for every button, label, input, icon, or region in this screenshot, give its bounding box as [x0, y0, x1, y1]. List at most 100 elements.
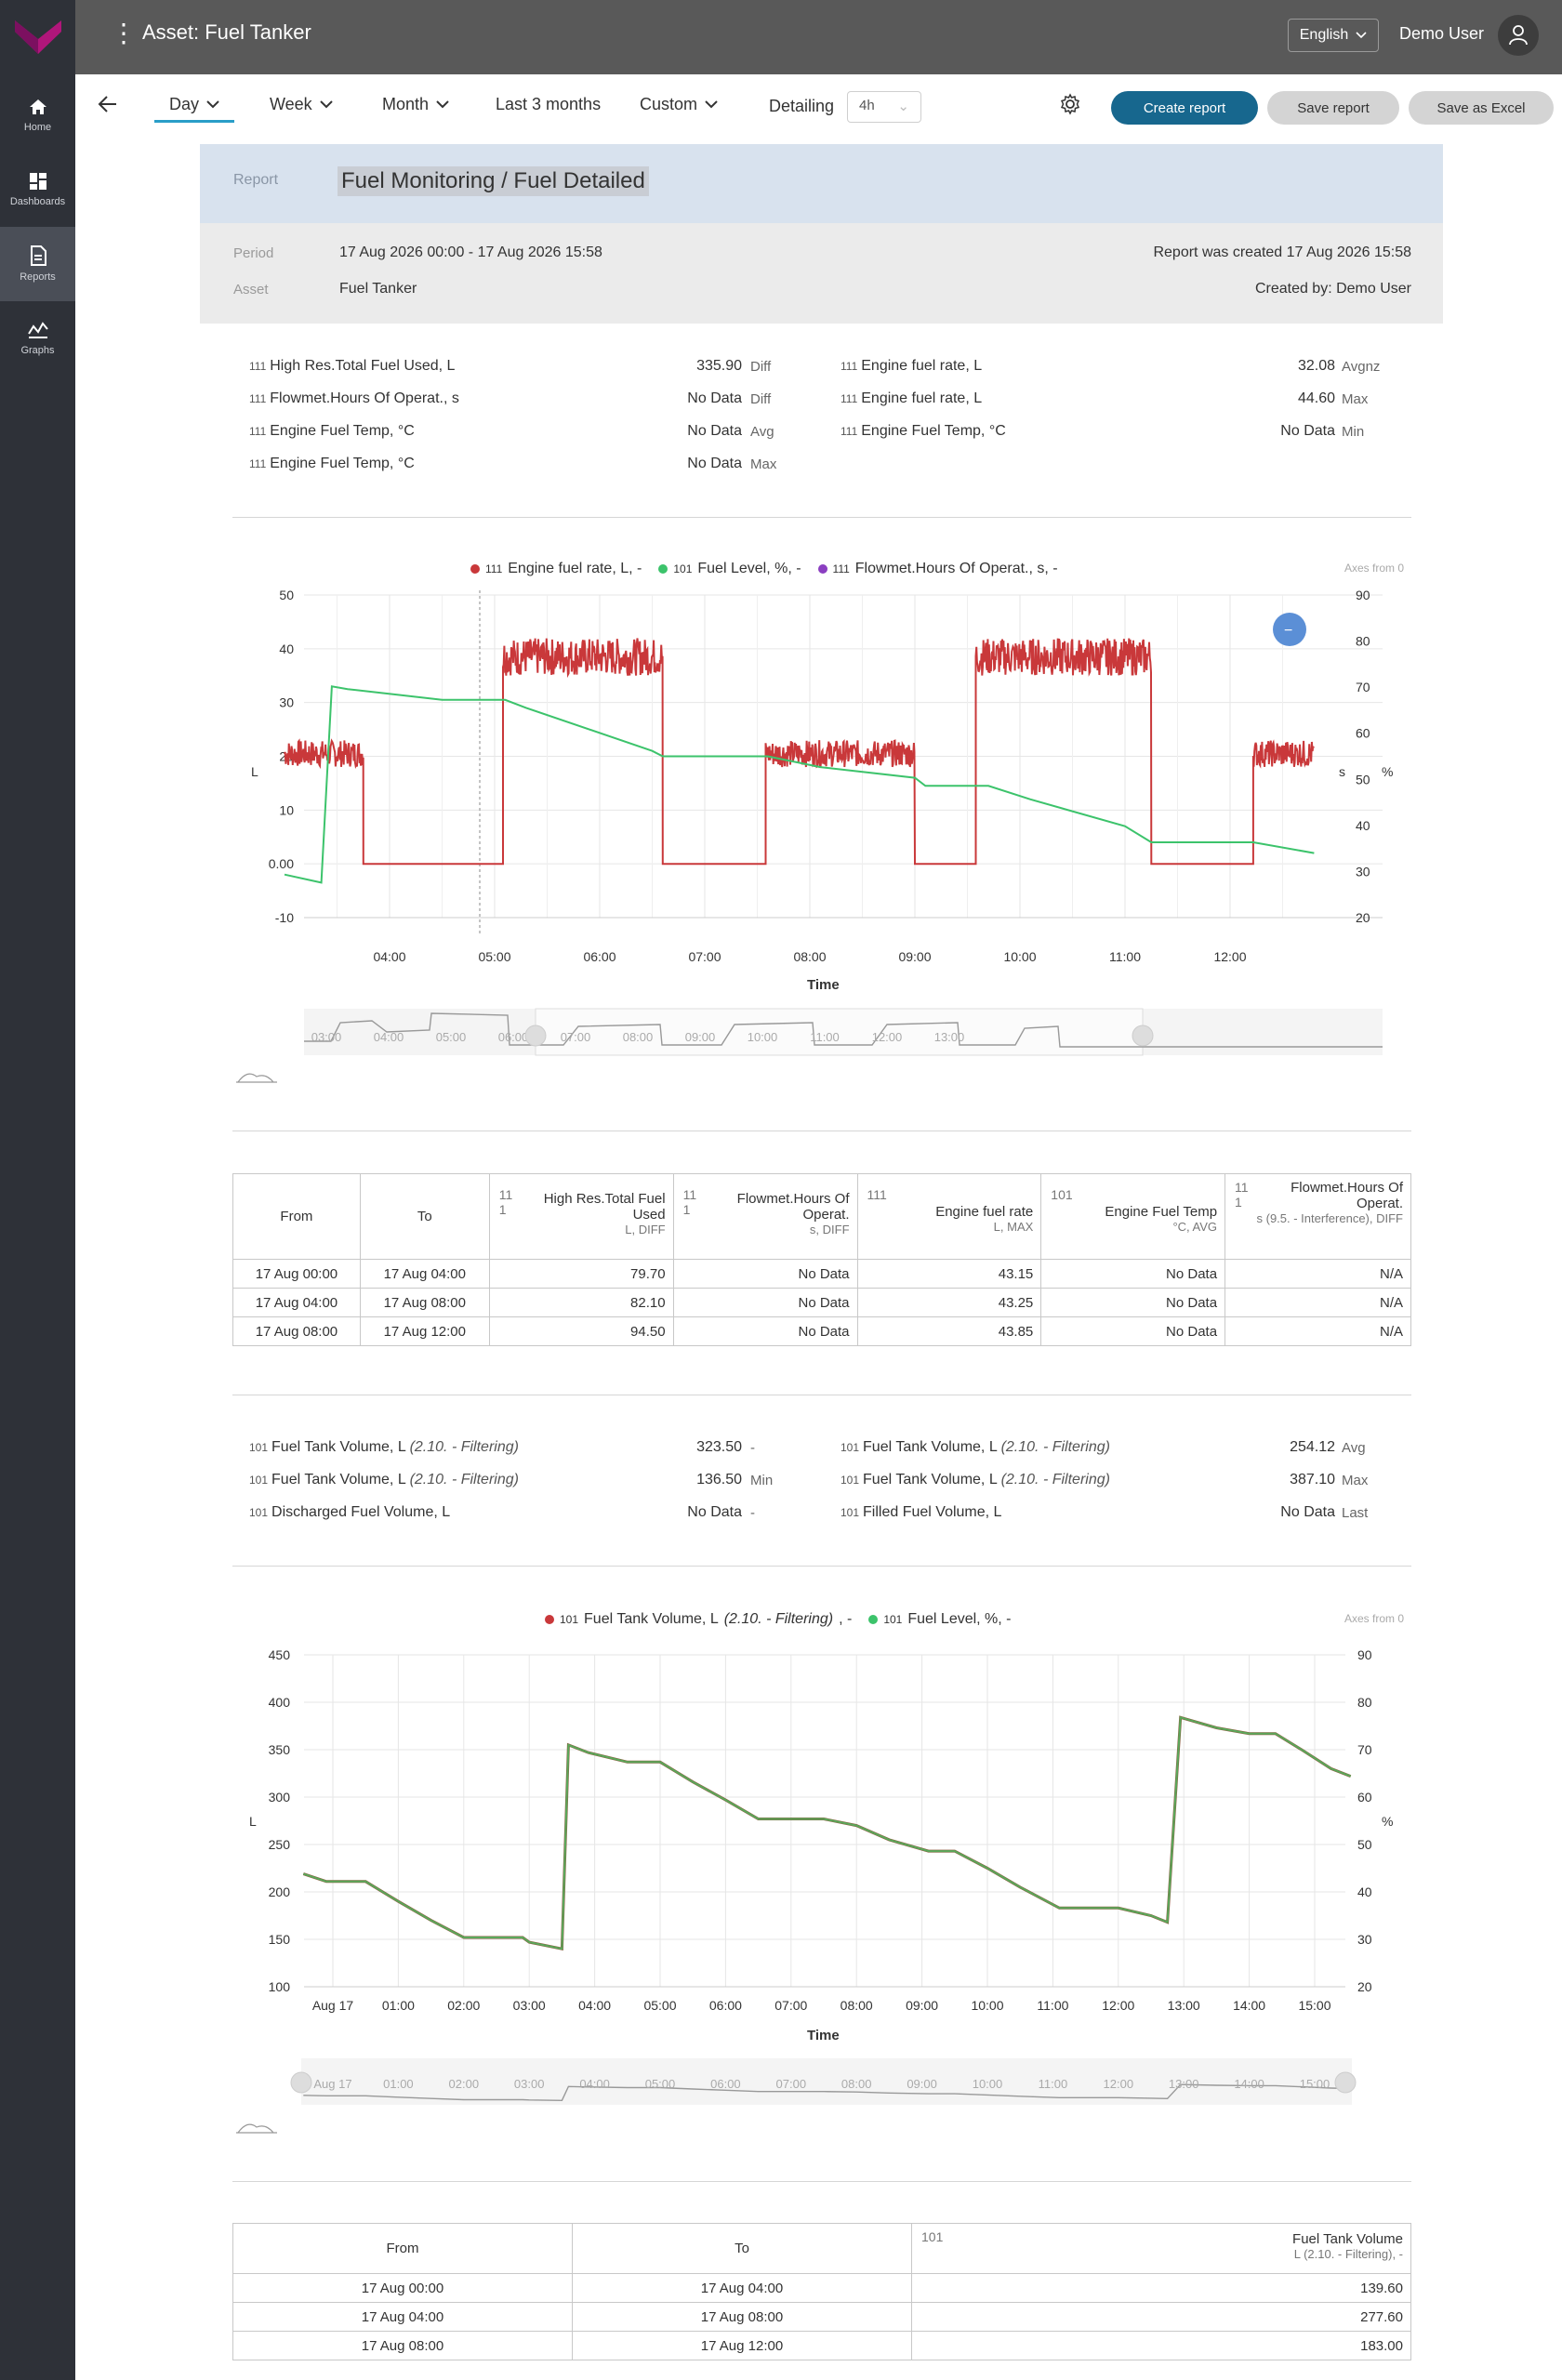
tab-week[interactable]: Week: [270, 95, 333, 114]
table-cell: N/A: [1224, 1259, 1411, 1289]
table-header[interactable]: 11 1 Flowmet.Hours Of Operat. s, DIFF: [672, 1173, 858, 1260]
sidebar-item-reports[interactable]: Reports: [0, 227, 75, 301]
table-header[interactable]: 101 Engine Fuel Temp °C, AVG: [1040, 1173, 1226, 1260]
x-tick-label: 09:00: [906, 1998, 938, 2013]
y-tick-label: -10: [275, 910, 294, 925]
x-tick-label: 07:00: [774, 1998, 807, 2013]
navigator-tick-label: 04:00: [374, 1030, 404, 1044]
x-tick-label: 07:00: [688, 949, 721, 964]
stat-name: Fuel Tank Volume, L: [863, 1439, 998, 1455]
y2-tick-label: 90: [1357, 1647, 1372, 1662]
stat-value: No Data: [1280, 423, 1335, 439]
language-selector[interactable]: English: [1288, 19, 1379, 52]
stat-value: 136.50: [696, 1472, 742, 1488]
table-header[interactable]: From: [232, 2223, 573, 2274]
x-axis-label: Time: [807, 2028, 840, 2043]
navigator-tick-label: 14:00: [1234, 2077, 1264, 2091]
navigator-left-handle[interactable]: [290, 2071, 312, 2094]
y-tick-label: 150: [269, 1932, 291, 1947]
x-tick-label: 15:00: [1298, 1998, 1330, 2013]
navigator-tick-label: 01:00: [383, 2077, 414, 2091]
navigator-right-handle[interactable]: [1334, 2071, 1357, 2094]
tab-label: Month: [382, 95, 430, 113]
legend-item[interactable]: 101 Fuel Tank Volume, L (2.10. - Filtering…: [545, 1611, 852, 1628]
logo[interactable]: [0, 0, 75, 74]
table-header[interactable]: From: [232, 1173, 361, 1260]
sidebar-item-home[interactable]: Home: [0, 78, 75, 152]
asset-value: Fuel Tanker: [339, 281, 417, 297]
stat-name: Engine Fuel Temp, °C: [270, 456, 415, 471]
table-header[interactable]: 11 1 High Res.Total Fuel Used L, DIFF: [488, 1173, 674, 1260]
stat-value: No Data: [1280, 1504, 1335, 1520]
legend-item[interactable]: 111 Engine fuel rate, L, -: [470, 561, 642, 577]
navigator-window[interactable]: [535, 1008, 1144, 1056]
navigator-right-handle[interactable]: [1132, 1025, 1154, 1047]
legend-dot: [470, 564, 480, 574]
back-arrow-icon[interactable]: [98, 95, 118, 113]
tab-last-3-months[interactable]: Last 3 months: [496, 95, 601, 114]
x-tick-label: 11:00: [1037, 1998, 1068, 2013]
legend-item[interactable]: 111 Flowmet.Hours Of Operat., s, -: [817, 561, 1058, 577]
stat-note: (2.10. - Filtering): [409, 1472, 519, 1488]
created-by: Created by: Demo User: [1254, 281, 1411, 297]
navigator-tick-label: 07:00: [776, 2077, 807, 2091]
y-tick-label: 350: [269, 1742, 291, 1757]
table-header[interactable]: To: [572, 2223, 912, 2274]
avatar[interactable]: [1498, 15, 1539, 56]
table-header[interactable]: To: [359, 1173, 490, 1260]
sensor-code: 101: [921, 2229, 944, 2244]
navigator-tick-label: 06:00: [710, 2077, 741, 2091]
stat-label: 111 Engine Fuel Temp, °C: [841, 423, 1006, 440]
y-tick-label: 100: [269, 1979, 291, 1994]
sensor-code: 101: [841, 1441, 860, 1454]
chart-navigator[interactable]: Aug 17 01:00 02:00 03:00 04:00 05:00 06:00 07:0…: [290, 2058, 1357, 2105]
sensor-code: 101: [249, 1441, 269, 1454]
table-header[interactable]: 111 Engine fuel rate L, MAX: [856, 1173, 1042, 1260]
save-excel-button[interactable]: Save as Excel: [1409, 91, 1554, 125]
gear-icon[interactable]: [1059, 93, 1081, 115]
chart-navigator[interactable]: 03:00 04:00 05:00 06:00 07:00 08:00 09:00 10:00…: [304, 1008, 1383, 1056]
table-cell: 43.25: [856, 1288, 1042, 1317]
sidebar-item-graphs[interactable]: Graphs: [0, 301, 75, 376]
x-tick-label: 01:00: [382, 1998, 415, 2013]
table-row: 17 Aug 04:00 17 Aug 08:00 277.60: [232, 2302, 1411, 2332]
user-name[interactable]: Demo User: [1399, 24, 1485, 43]
report-title[interactable]: Fuel Monitoring / Fuel Detailed: [338, 166, 649, 196]
x-tick-label: 10:00: [1003, 949, 1036, 964]
table-cell: N/A: [1224, 1316, 1411, 1346]
table-cell: 79.70: [488, 1259, 674, 1289]
y-tick-label: 10: [279, 802, 294, 817]
top-header: ⋮ Asset: Fuel Tanker English Demo User: [75, 0, 1562, 74]
chart-fuel-tank-volume[interactable]: 450 400 350 300 250 200 150 100 90 80 70 60 50 40 30 2…: [232, 1636, 1441, 2148]
table-row: 17 Aug 08:00 17 Aug 12:00 183.00: [232, 2331, 1411, 2360]
data-table-2: From To 101 Fuel Tank Volume L (2.10. - …: [232, 2223, 1411, 2360]
navigator-left-handle[interactable]: [524, 1025, 547, 1047]
sidebar-item-dashboards[interactable]: Dashboards: [0, 152, 75, 227]
y2-tick-label: 90: [1356, 588, 1370, 602]
save-report-button[interactable]: Save report: [1267, 91, 1399, 125]
legend-item[interactable]: 101 Fuel Level, %, -: [658, 561, 801, 577]
navigator-tick-label: 15:00: [1300, 2077, 1330, 2091]
navigator-tick-label: 13:00: [934, 1030, 965, 1044]
series-fuel-level: [284, 685, 1315, 884]
table-header[interactable]: 11 1 Flowmet.Hours Of Operat. s (9.5. - I…: [1224, 1173, 1411, 1260]
stat-aggregation: Min: [1342, 424, 1365, 440]
collapse-button[interactable]: [1273, 613, 1306, 646]
navigator-tick-label: 11:00: [810, 1030, 840, 1044]
legend-item[interactable]: 101 Fuel Level, %, -: [868, 1611, 1012, 1628]
sensor-code: 111: [832, 562, 850, 575]
stat-aggregation: Avgnz: [1342, 359, 1381, 375]
table-header[interactable]: 101 Fuel Tank Volume L (2.10. - Filterin…: [911, 2223, 1411, 2274]
stat-aggregation: Diff: [750, 359, 772, 375]
detailing-select[interactable]: 4h ⌄: [847, 91, 921, 123]
home-icon: [29, 99, 46, 114]
create-report-button[interactable]: Create report: [1111, 91, 1258, 125]
stat-note: (2.10. - Filtering): [1000, 1439, 1110, 1455]
more-menu-icon[interactable]: ⋮: [111, 19, 137, 47]
tab-day[interactable]: Day: [154, 95, 235, 123]
legend-label: Fuel Tank Volume, L: [584, 1611, 719, 1627]
tab-custom[interactable]: Custom: [640, 95, 718, 114]
tab-month[interactable]: Month: [382, 95, 449, 114]
